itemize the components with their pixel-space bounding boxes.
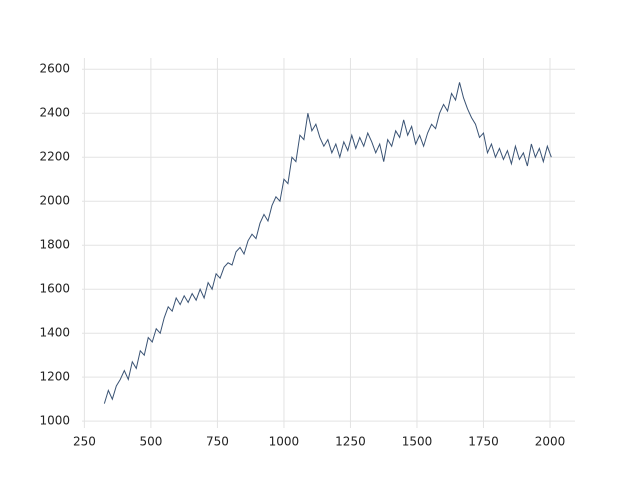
y-tick-label: 1800 [39,238,70,252]
x-tick-label: 750 [206,435,229,449]
y-tick-label: 2000 [39,194,70,208]
y-tick-label: 2200 [39,150,70,164]
y-tick-label: 1400 [39,326,70,340]
x-tick-label: 500 [139,435,162,449]
y-tick-label: 2400 [39,106,70,120]
x-tick-label: 250 [73,435,96,449]
x-tick-label: 1000 [269,435,300,449]
y-tick-label: 1600 [39,282,70,296]
y-tick-label: 2600 [39,62,70,76]
x-tick-label: 1750 [468,435,499,449]
x-tick-label: 1500 [402,435,433,449]
x-tick-label: 2000 [535,435,566,449]
y-tick-label: 1200 [39,370,70,384]
y-tick-label: 1000 [39,414,70,428]
line [103,82,552,404]
x-tick-label: 1250 [335,435,366,449]
